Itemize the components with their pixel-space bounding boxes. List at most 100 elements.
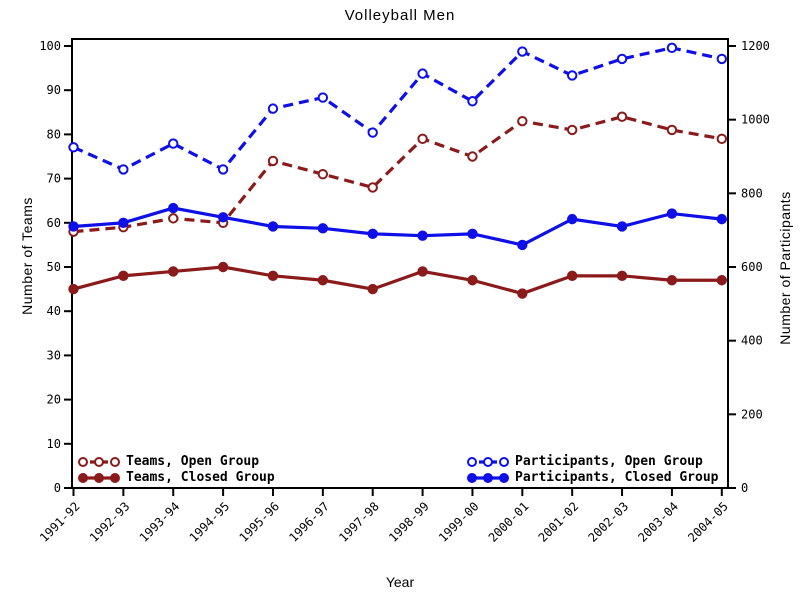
x-axis-tick-label: 2002-03 (586, 499, 632, 545)
x-axis-tick-label: 1993-94 (137, 499, 183, 545)
series-marker-1 (267, 270, 279, 282)
series-marker-1 (367, 283, 378, 295)
series-marker-3 (417, 230, 428, 241)
series-marker-3 (467, 228, 478, 240)
series-line-2 (72, 46, 723, 172)
left-axis-tick-label: 50 (47, 260, 61, 274)
series-marker-1 (417, 266, 428, 277)
series-marker-3 (367, 228, 378, 240)
legend-swatch-marker (467, 456, 477, 467)
series-marker-1 (68, 283, 79, 295)
series-marker-2 (716, 53, 727, 65)
legend-swatch-marker (78, 472, 88, 483)
legend-item-teams-closed: Teams, Closed Group (77, 470, 275, 485)
legend-label-teams-closed: Teams, Closed Group (126, 470, 275, 485)
series-marker-1 (168, 266, 179, 277)
legend-swatch-teams-open-icon (78, 456, 120, 467)
left-axis-tick-label: 40 (47, 304, 61, 318)
series-marker-0 (566, 124, 578, 136)
series-marker-0 (317, 168, 329, 180)
legend-swatch-marker (467, 472, 477, 483)
series-marker-1 (517, 288, 528, 299)
right-axis-tick-label: 600 (741, 260, 763, 274)
series-marker-1 (716, 275, 727, 286)
series-line-1 (73, 265, 722, 296)
right-axis-tick-label: 800 (741, 186, 763, 200)
legend-swatch-marker (94, 456, 104, 467)
series-marker-3 (317, 223, 329, 234)
series-marker-0 (168, 213, 179, 224)
x-axis-tick-label: 1998-99 (386, 499, 432, 545)
x-axis-label: Year (385, 574, 415, 590)
right-axis-tick-label: 200 (741, 407, 763, 421)
series-marker-0 (666, 124, 678, 136)
series-line-3 (73, 206, 722, 247)
series-marker-0 (716, 133, 727, 145)
series-marker-3 (716, 213, 727, 225)
series-marker-2 (168, 138, 179, 149)
legend-item-teams-open: Teams, Open Group (77, 454, 275, 469)
series-marker-2 (467, 96, 478, 107)
left-axis-tick-label: 80 (47, 127, 61, 141)
x-axis-tick-label: 2004-05 (685, 499, 731, 545)
right-axis-tick-label: 1200 (741, 39, 770, 53)
series-marker-2 (267, 103, 279, 114)
legend-participants: Participants, Open Group Participants, C… (466, 454, 719, 485)
legend-swatch-teams-closed-icon (78, 472, 120, 483)
x-axis-tick-label: 2000-01 (486, 499, 532, 545)
series-marker-0 (517, 115, 528, 127)
series-marker-1 (566, 270, 578, 282)
legend-swatch-marker (499, 456, 509, 467)
series-marker-1 (616, 270, 628, 282)
x-axis-tick-label: 1992-93 (87, 499, 133, 545)
legend-item-participants-closed: Participants, Closed Group (466, 470, 719, 485)
series-marker-1 (118, 270, 129, 282)
left-axis-tick-label: 70 (47, 172, 61, 186)
series-marker-2 (317, 92, 329, 103)
series-line-0 (73, 115, 723, 234)
left-axis-tick-label: 60 (47, 216, 61, 230)
series-marker-3 (666, 208, 678, 219)
series-marker-2 (367, 127, 378, 138)
right-axis-tick-label: 400 (741, 334, 763, 348)
chart-title: Volleyball Men (344, 7, 456, 24)
series-marker-2 (666, 42, 678, 54)
legend-swatch-marker (483, 472, 493, 483)
series-marker-3 (68, 221, 79, 232)
x-axis-tick-label: 1999-00 (436, 499, 482, 545)
legend-swatch-marker (483, 456, 493, 467)
series-marker-2 (566, 70, 578, 81)
series-marker-1 (666, 275, 678, 286)
series-marker-0 (616, 111, 628, 122)
x-axis-tick-label: 1997-98 (336, 499, 382, 545)
x-axis-tick-label: 1996-97 (286, 499, 332, 545)
series-marker-3 (616, 221, 628, 232)
series-marker-0 (367, 182, 378, 193)
x-axis-tick-label: 2003-04 (635, 499, 681, 545)
series-marker-2 (217, 164, 229, 175)
left-axis-tick-label: 90 (47, 83, 61, 97)
legend-swatch-participants-open-icon (467, 456, 509, 467)
series-marker-3 (566, 213, 578, 225)
series-marker-2 (616, 53, 628, 65)
x-axis-tick-label: 2001-02 (536, 499, 582, 545)
legend-swatch-participants-closed-icon (467, 472, 509, 483)
series-marker-1 (467, 275, 478, 286)
series-marker-3 (168, 202, 179, 214)
x-axis-tick-label: 1991-92 (37, 499, 83, 545)
x-axis-tick-label: 1994-95 (187, 499, 233, 545)
series-marker-1 (317, 275, 329, 286)
plot-frame (71, 38, 729, 489)
series-marker-1 (217, 261, 229, 273)
legend-label-participants-open: Participants, Open Group (515, 454, 703, 469)
series-marker-0 (417, 133, 428, 145)
series-marker-3 (517, 239, 528, 251)
series-marker-3 (118, 217, 129, 229)
left-axis-tick-label: 20 (47, 393, 61, 407)
legend-swatch-marker (94, 472, 104, 483)
right-axis-tick-label: 0 (741, 481, 748, 495)
left-axis-tick-label: 0 (54, 481, 61, 495)
right-axis-tick-label: 1000 (741, 113, 770, 127)
